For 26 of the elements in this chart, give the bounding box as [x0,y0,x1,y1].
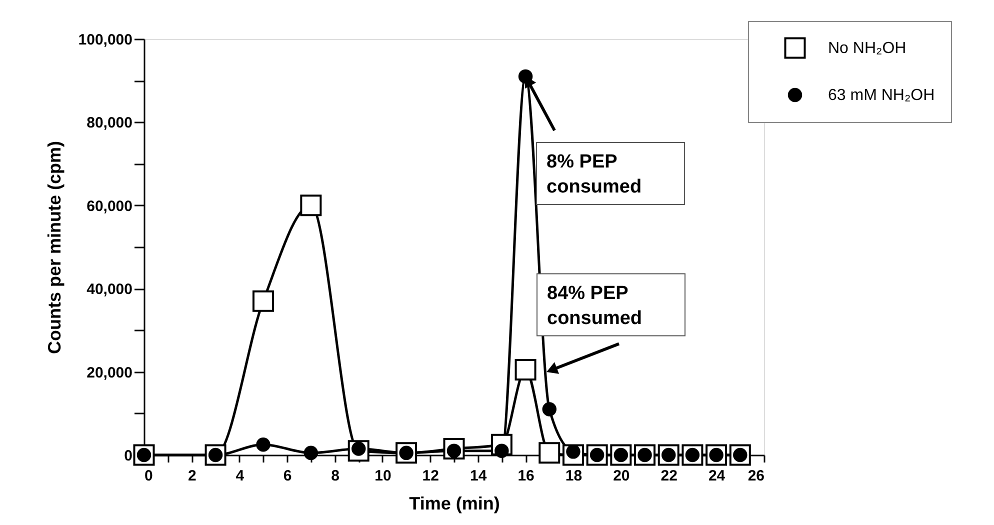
x-tick-label: 0 [144,468,153,484]
x-tick-label: 10 [374,468,392,484]
x-tick-label: 12 [422,468,439,484]
y-tick-label: 80,000 [86,114,132,132]
y-tick-label: 20,000 [86,364,132,382]
y-tick-label: 60,000 [86,198,132,215]
x-tick-label: 16 [518,468,534,484]
x-axis-title: Time (min) [409,494,500,514]
y-axis-title: Counts per minute (cpm) [44,140,64,354]
x-tick-label: 26 [748,468,764,484]
y-tick-label: 0 [124,448,132,464]
annotation: 8% PEP consumed [546,151,642,198]
x-tick-label: 22 [660,468,678,484]
x-tick-label: 20 [613,468,630,484]
legend-label: No NH₂OH [828,40,906,57]
y-tick-label: 40,000 [86,281,132,298]
x-tick-label: 4 [236,468,245,484]
x-tick-label: 2 [188,468,196,484]
annotation: 84% PEP consumed [547,282,642,329]
x-tick-label: 8 [331,468,340,484]
x-tick-label: 24 [708,468,726,484]
x-tick-label: 14 [470,468,488,484]
y-tick-label: 100,000 [78,32,132,48]
x-tick-label: 18 [565,468,582,484]
legend-label: 63 mM NH₂OH [828,87,935,104]
x-tick-label: 6 [283,468,292,484]
